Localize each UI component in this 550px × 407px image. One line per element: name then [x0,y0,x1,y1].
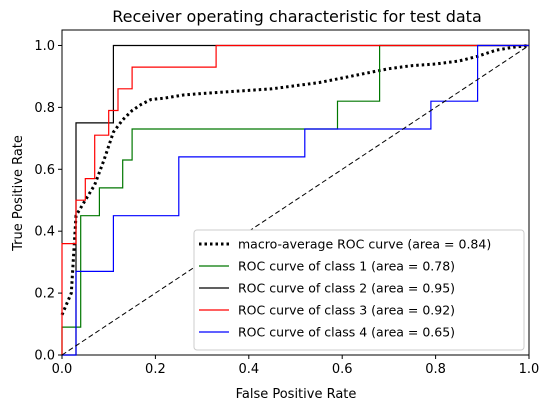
plot-frame [61,29,530,356]
y-tick-label: 0.2 [34,287,55,302]
y-tick-label: 0.8 [34,101,55,116]
x-tick-label: 0.2 [145,362,166,377]
x-tick-label: 1.0 [519,362,540,377]
series-line-1 [61,44,529,355]
legend-label: ROC curve of class 1 (area = 0.78) [238,259,455,274]
y-tick-label: 0.4 [34,225,55,240]
x-tick-label: 0.0 [52,362,73,377]
legend: macro-average ROC curve (area = 0.84) ROC… [193,229,525,351]
x-tick-label: 0.6 [332,362,353,377]
series-line-3 [61,44,529,355]
y-axis-label: True Positive Rate [11,135,26,252]
plot-area: 0.0 0.2 0.4 0.6 0.8 1.0 0.0 0.2 0.4 0.6 0.8 1.0 [34,29,539,377]
legend-box [193,229,525,351]
legend-label: ROC curve of class 2 (area = 0.95) [238,281,455,296]
y-tick-label: 0.0 [34,349,55,364]
ticks-layer: 0.0 0.2 0.4 0.6 0.8 1.0 0.0 0.2 0.4 0.6 0.8 1.0 [34,39,539,377]
y-tick-label: 0.6 [34,163,55,178]
legend-items: macro-average ROC curve (area = 0.84) ROC… [199,237,491,340]
series-line-4 [62,44,529,356]
x-axis-label: False Positive Rate [236,387,357,402]
y-tick-label: 1.0 [34,39,55,54]
legend-label: ROC curve of class 3 (area = 0.92) [238,303,455,318]
legend-label: macro-average ROC curve (area = 0.84) [238,237,491,252]
series-layer [60,44,530,356]
chart-title: Receiver operating characteristic for te… [112,7,482,26]
x-tick-label: 0.4 [238,362,259,377]
series-line-0 [60,44,530,316]
chance-diagonal [61,45,530,356]
x-tick-label: 0.8 [425,362,446,377]
legend-label: ROC curve of class 4 (area = 0.65) [238,325,455,340]
